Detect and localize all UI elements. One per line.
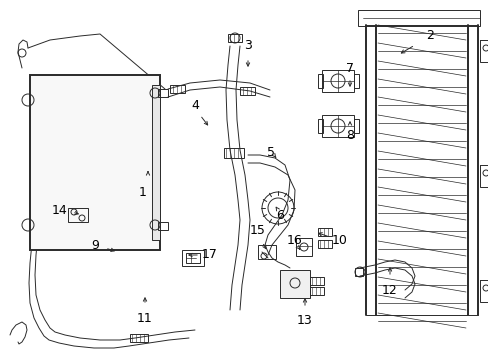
Bar (353, 74, 358, 88)
Bar (317, 74, 323, 88)
Text: 13: 13 (297, 314, 312, 327)
Bar (68, 208, 88, 222)
Text: 10: 10 (331, 234, 347, 247)
Bar (309, 287, 324, 295)
Text: 7: 7 (346, 62, 353, 75)
Bar (309, 277, 324, 285)
Bar (479, 40, 488, 62)
Bar (479, 280, 488, 302)
Bar (30, 75, 160, 250)
Bar (295, 238, 311, 256)
Bar (357, 10, 479, 26)
Bar (280, 270, 309, 298)
Bar (317, 228, 331, 236)
Bar (152, 85, 160, 240)
Text: 15: 15 (249, 224, 265, 237)
Bar (321, 115, 353, 137)
Bar (317, 119, 323, 133)
Bar (240, 87, 254, 95)
Text: 8: 8 (346, 129, 353, 141)
Bar (353, 119, 358, 133)
Bar (170, 85, 184, 93)
Text: 4: 4 (191, 99, 199, 112)
Bar (479, 165, 488, 187)
Text: 1: 1 (139, 185, 146, 198)
Text: 14: 14 (52, 203, 68, 216)
Text: 5: 5 (266, 145, 274, 158)
Bar (227, 34, 242, 42)
Text: 17: 17 (202, 248, 218, 261)
Text: 2: 2 (425, 28, 433, 41)
Bar (182, 250, 203, 266)
Text: 3: 3 (244, 39, 251, 51)
Bar (158, 222, 168, 230)
Text: 6: 6 (276, 208, 284, 221)
Bar (158, 89, 168, 97)
Text: 11: 11 (137, 311, 153, 324)
Bar (321, 70, 353, 92)
Text: 9: 9 (91, 239, 99, 252)
Bar (354, 268, 362, 276)
Bar (258, 245, 275, 259)
Bar (317, 240, 331, 248)
Bar (224, 148, 244, 158)
Bar (130, 334, 148, 342)
Bar (185, 253, 200, 263)
Text: 16: 16 (286, 234, 302, 247)
Text: 12: 12 (381, 284, 397, 297)
